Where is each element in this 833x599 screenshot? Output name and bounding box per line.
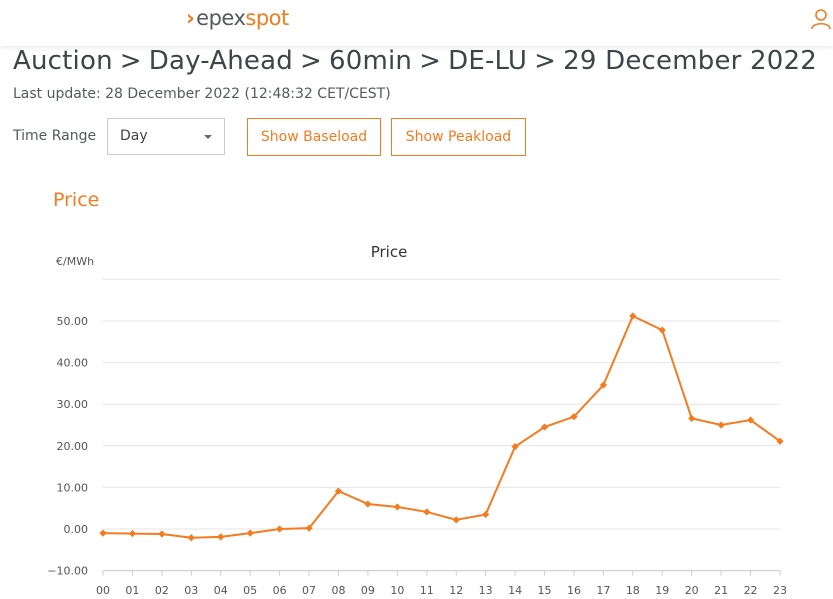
x-tick-label: 15 xyxy=(538,584,552,597)
data-point xyxy=(276,525,284,533)
data-point xyxy=(482,510,490,519)
data-point xyxy=(364,500,372,508)
time-range-value: Day xyxy=(120,128,148,144)
breadcrumb-separator: > xyxy=(534,46,557,76)
data-point xyxy=(393,503,401,511)
show-peakload-button[interactable]: Show Peakload xyxy=(391,118,526,156)
price-series-line xyxy=(102,314,781,539)
x-tick-label: 08 xyxy=(331,584,345,597)
logo-text-spot: spot xyxy=(245,6,289,30)
price-chart: Price €/MWh −10.00 0.00 10.00 20.00 30.00 40.00… xyxy=(47,243,787,597)
y-tick-label: 40.00 xyxy=(57,357,89,370)
x-tick-label: 16 xyxy=(567,584,581,597)
data-point xyxy=(334,487,343,495)
data-point xyxy=(99,529,107,537)
x-tick-label: 21 xyxy=(714,584,728,597)
x-tick-label: 14 xyxy=(508,584,522,597)
show-baseload-button[interactable]: Show Baseload xyxy=(247,118,381,156)
chevron-down-icon xyxy=(204,135,212,139)
x-tick-label: 20 xyxy=(685,584,699,597)
data-point xyxy=(746,416,755,424)
data-point xyxy=(658,326,666,334)
x-tick-label: 11 xyxy=(420,584,434,597)
data-point xyxy=(776,437,784,445)
top-bar: ›epexspot xyxy=(0,0,833,46)
x-tick-label: 00 xyxy=(96,584,110,597)
last-update-text: Last update: 28 December 2022 (12:48:32 … xyxy=(13,86,391,102)
x-tick-label: 13 xyxy=(479,584,493,597)
x-tick-label: 03 xyxy=(184,584,198,597)
x-tick-label: 10 xyxy=(390,584,404,597)
section-title: Price xyxy=(53,189,100,211)
logo-chevron-icon: › xyxy=(186,6,195,30)
breadcrumb-item-60min[interactable]: 60min xyxy=(328,46,413,76)
data-point xyxy=(158,530,166,538)
y-tick-label: 20.00 xyxy=(57,440,89,453)
x-tick-label: 23 xyxy=(773,584,787,597)
data-point xyxy=(629,312,637,320)
breadcrumb: Auction > Day-Ahead >60min > DE-LU >29 Decembe… xyxy=(13,46,817,76)
breadcrumb-item-auction[interactable]: Auction xyxy=(13,46,113,76)
time-range-select[interactable]: Day xyxy=(107,118,225,155)
x-tick-label: 05 xyxy=(243,584,257,597)
x-tick-label: 07 xyxy=(302,584,316,597)
breadcrumb-item-date: 29 December 2022 xyxy=(563,46,817,76)
data-point xyxy=(717,421,725,429)
time-range-label: Time Range xyxy=(13,128,97,144)
data-point xyxy=(217,533,225,541)
x-tick-label: 18 xyxy=(626,584,640,597)
y-tick-label: 10.00 xyxy=(57,481,89,494)
y-tick-label: −10.00 xyxy=(47,565,88,578)
x-tick-label: 04 xyxy=(214,584,228,597)
y-tick-label: 30.00 xyxy=(57,398,89,411)
x-tick-label: 19 xyxy=(655,584,669,597)
epexspot-logo[interactable]: ›epexspot xyxy=(186,6,289,30)
data-point xyxy=(452,516,460,524)
data-point xyxy=(423,508,431,516)
data-point xyxy=(570,413,578,421)
y-axis-label: €/MWh xyxy=(56,255,94,268)
x-tick-label: 22 xyxy=(744,584,758,597)
logo-text-epex: epex xyxy=(196,6,246,30)
x-tick-label: 17 xyxy=(596,584,610,597)
x-tick-label: 12 xyxy=(449,584,463,597)
breadcrumb-item-day-ahead[interactable]: Day-Ahead xyxy=(148,46,293,76)
data-point xyxy=(187,534,195,542)
x-tick-label: 06 xyxy=(273,584,287,597)
x-tick-label: 09 xyxy=(361,584,375,597)
data-point xyxy=(305,524,313,532)
y-tick-label: 50.00 xyxy=(57,315,89,328)
data-point xyxy=(128,529,137,538)
breadcrumb-separator: > xyxy=(299,46,322,76)
breadcrumb-item-de-lu[interactable]: DE-LU xyxy=(448,46,528,76)
chart-title: Price xyxy=(371,243,408,261)
data-point xyxy=(246,529,254,537)
x-tick-label: 02 xyxy=(155,584,169,597)
data-point xyxy=(688,414,696,422)
breadcrumb-separator: > xyxy=(419,46,442,76)
y-tick-label: 0.00 xyxy=(64,523,89,536)
breadcrumb-separator: > xyxy=(119,46,142,76)
x-tick-label: 01 xyxy=(125,584,139,597)
user-icon[interactable] xyxy=(810,8,832,30)
